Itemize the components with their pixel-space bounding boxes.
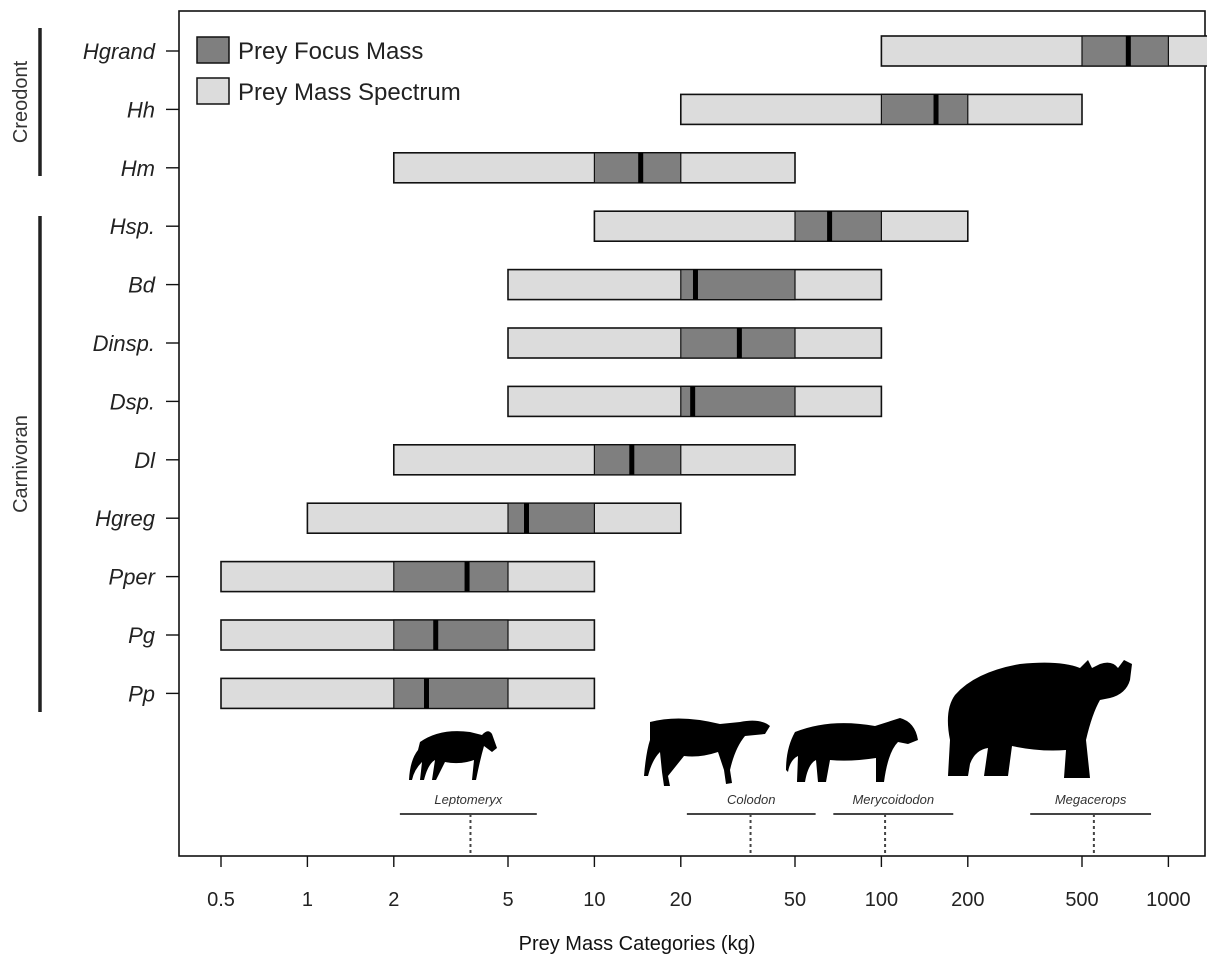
leptomeryx-silhouette xyxy=(409,731,497,780)
focus-bar-hsp xyxy=(794,210,882,242)
focus-mark-bd xyxy=(692,269,698,300)
focus-bar-dsp xyxy=(680,385,796,417)
colodon-silhouette xyxy=(644,718,770,786)
legend-label-spectrum: Prey Mass Spectrum xyxy=(238,79,461,106)
x-tick-label: 20 xyxy=(670,889,692,911)
focus-mark-hsp xyxy=(827,211,833,242)
focus-bar-pper xyxy=(393,560,509,593)
focus-mark-dinsp xyxy=(736,328,742,358)
annotation-label-colodon: Colodon xyxy=(727,792,775,807)
annotation-label-megacerops: Megacerops xyxy=(1055,792,1127,807)
species-label-dinsp: Dinsp. xyxy=(93,331,155,356)
bar-dinsp xyxy=(507,327,883,359)
bar-hgreg xyxy=(306,502,682,535)
x-tick-label: 2 xyxy=(388,889,399,911)
focus-bar-hgreg xyxy=(507,502,595,534)
focus-mark-pper xyxy=(464,561,470,592)
focus-mark-pp xyxy=(423,678,429,709)
bar-dsp xyxy=(507,385,883,418)
species-label-bd: Bd xyxy=(128,273,156,298)
species-label-dsp: Dsp. xyxy=(110,389,155,414)
focus-bar-pp xyxy=(393,677,509,710)
spectrum-bar-hsp xyxy=(593,210,969,242)
species-label-hsp: Hsp. xyxy=(110,214,155,239)
focus-bar-dl xyxy=(593,444,682,476)
bar-hm xyxy=(392,152,796,184)
x-tick-label: 1000 xyxy=(1146,889,1191,911)
x-tick-label: 5 xyxy=(502,889,513,911)
focus-mark-dl xyxy=(629,444,635,475)
species-label-hh: Hh xyxy=(127,97,155,122)
focus-mark-hh xyxy=(933,94,939,125)
species-label-hm: Hm xyxy=(121,156,155,181)
x-tick-label: 0.5 xyxy=(207,889,235,911)
group-label-creodont: Creodont xyxy=(10,60,32,143)
y-axis: Hgrand Hh Hm Hsp. Bd Dinsp. Dsp. Dl Hgreg Pper Pg P… xyxy=(83,39,179,706)
annotation-label-merycoidodon: Merycoidodon xyxy=(852,792,934,807)
legend-swatch-focus xyxy=(196,36,230,64)
legend: Prey Focus Mass Prey Mass Spectrum xyxy=(196,36,461,106)
bar-hsp xyxy=(593,210,969,242)
bar-hgrand xyxy=(880,35,1207,67)
species-label-pg: Pg xyxy=(128,623,156,648)
focus-bar-pg xyxy=(393,619,509,651)
x-axis-title: Prey Mass Categories (kg) xyxy=(519,933,756,955)
species-label-pp: Pp xyxy=(128,681,155,706)
focus-mark-hgreg xyxy=(523,503,529,534)
x-axis: 0.512510205010020050010002000 xyxy=(207,856,1191,911)
focus-mark-pg xyxy=(433,620,439,650)
x-tick-label: 200 xyxy=(951,889,984,911)
bars-layer xyxy=(220,35,1207,710)
focus-bar-bd xyxy=(680,269,796,301)
plot-frame xyxy=(178,10,1206,857)
focus-bar-hm xyxy=(593,152,682,184)
prey-annotations: Leptomeryx Colodon Merycoidodon Megacerops xyxy=(399,792,1152,856)
species-label-hgreg: Hgreg xyxy=(95,506,156,531)
bar-bd xyxy=(507,268,883,301)
bar-pp xyxy=(220,677,596,710)
legend-label-focus: Prey Focus Mass xyxy=(238,38,423,65)
x-tick-label: 100 xyxy=(865,889,898,911)
x-tick-label: 50 xyxy=(784,889,806,911)
merycoidodon-silhouette xyxy=(786,718,918,782)
focus-bar-hgrand xyxy=(1081,35,1169,67)
species-label-dl: Dl xyxy=(134,448,156,473)
focus-bar-hh xyxy=(880,93,969,126)
bar-pper xyxy=(220,560,596,593)
megacerops-silhouette xyxy=(947,660,1132,778)
bar-dl xyxy=(392,443,796,476)
spectrum-bar-hgreg xyxy=(306,502,682,535)
focus-mark-hm xyxy=(638,152,644,183)
bar-hh xyxy=(679,93,1083,126)
focus-mark-hgrand xyxy=(1125,36,1131,66)
x-tick-label: 500 xyxy=(1065,889,1098,911)
legend-swatch-spectrum xyxy=(196,77,230,105)
focus-mark-dsp xyxy=(690,386,696,417)
bar-pg xyxy=(220,619,596,651)
group-label-carnivoran: Carnivoran xyxy=(10,415,32,513)
annotation-label-leptomeryx: Leptomeryx xyxy=(434,792,502,807)
species-label-hgrand: Hgrand xyxy=(83,39,156,64)
x-tick-label: 10 xyxy=(583,889,605,911)
species-label-pper: Pper xyxy=(109,565,157,590)
x-tick-label: 1 xyxy=(302,889,313,911)
